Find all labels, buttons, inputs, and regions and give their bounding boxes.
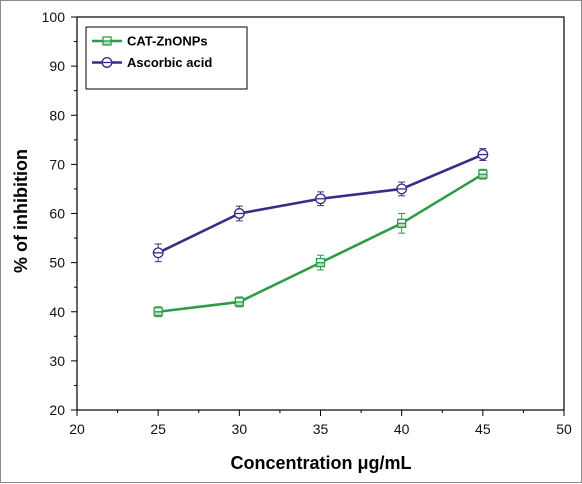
series-cat-znonps: [153, 168, 488, 318]
cat-znonps-point: [397, 218, 407, 228]
y-tick-label: 90: [49, 58, 65, 74]
legend-swatch-cat-znonps: [92, 36, 122, 46]
legend-box: [85, 26, 248, 90]
square-marker-fill: [235, 301, 244, 306]
legend-marker: [102, 36, 112, 46]
ascorbic-acid-point: [233, 208, 245, 219]
y-tick-label: 50: [49, 255, 65, 271]
square-marker-fill: [397, 223, 406, 228]
x-tick-label: 45: [475, 421, 491, 437]
x-tick-label: 35: [313, 421, 329, 437]
y-tick-label: 60: [49, 206, 65, 222]
y-axis-title: % of inhibition: [11, 149, 31, 273]
ascorbic-acid-point: [477, 149, 489, 161]
x-axis-title: Concentration μg/mL: [230, 453, 411, 473]
square-marker-fill: [478, 174, 487, 179]
x-tick-label: 40: [394, 421, 410, 437]
y-tick-label: 40: [49, 304, 65, 320]
cat-znonps-point: [234, 297, 244, 307]
legend-marker: [101, 57, 113, 68]
legend-swatch-ascorbic-acid: [92, 57, 122, 68]
square-marker-fill: [316, 262, 325, 267]
cat-znonps-point: [315, 257, 326, 268]
square-marker-fill: [103, 41, 111, 45]
ascorbic-acid-point: [315, 193, 326, 205]
y-tick-label: 80: [49, 107, 65, 123]
axes: 20 25 30 35 40 45 50 20 30 40 50 60 70 80 90 100: [42, 9, 572, 437]
y-tick-label: 70: [49, 156, 65, 172]
y-tick-label: 30: [49, 353, 65, 369]
ascorbic-acid-point: [396, 183, 408, 195]
legend: CAT-ZnONPs Ascorbic acid: [85, 26, 248, 90]
y-tick-label: 20: [49, 402, 65, 418]
series-layer: [152, 148, 489, 318]
square-marker-fill: [154, 311, 163, 316]
x-tick-label: 30: [232, 421, 248, 437]
y-tick-label: 100: [42, 9, 66, 25]
x-tick-label: 20: [69, 421, 85, 437]
legend-label-cat-znonps: CAT-ZnONPs: [127, 34, 208, 49]
series-ascorbic-acid: [152, 148, 489, 263]
x-tick-label: 50: [556, 421, 572, 437]
x-tick-label: 25: [150, 421, 166, 437]
legend-label-ascorbic-acid: Ascorbic acid: [127, 55, 212, 70]
cat-znonps-point: [153, 307, 163, 317]
cat-znonps-point: [478, 169, 488, 179]
ascorbic-acid-point: [152, 247, 164, 259]
